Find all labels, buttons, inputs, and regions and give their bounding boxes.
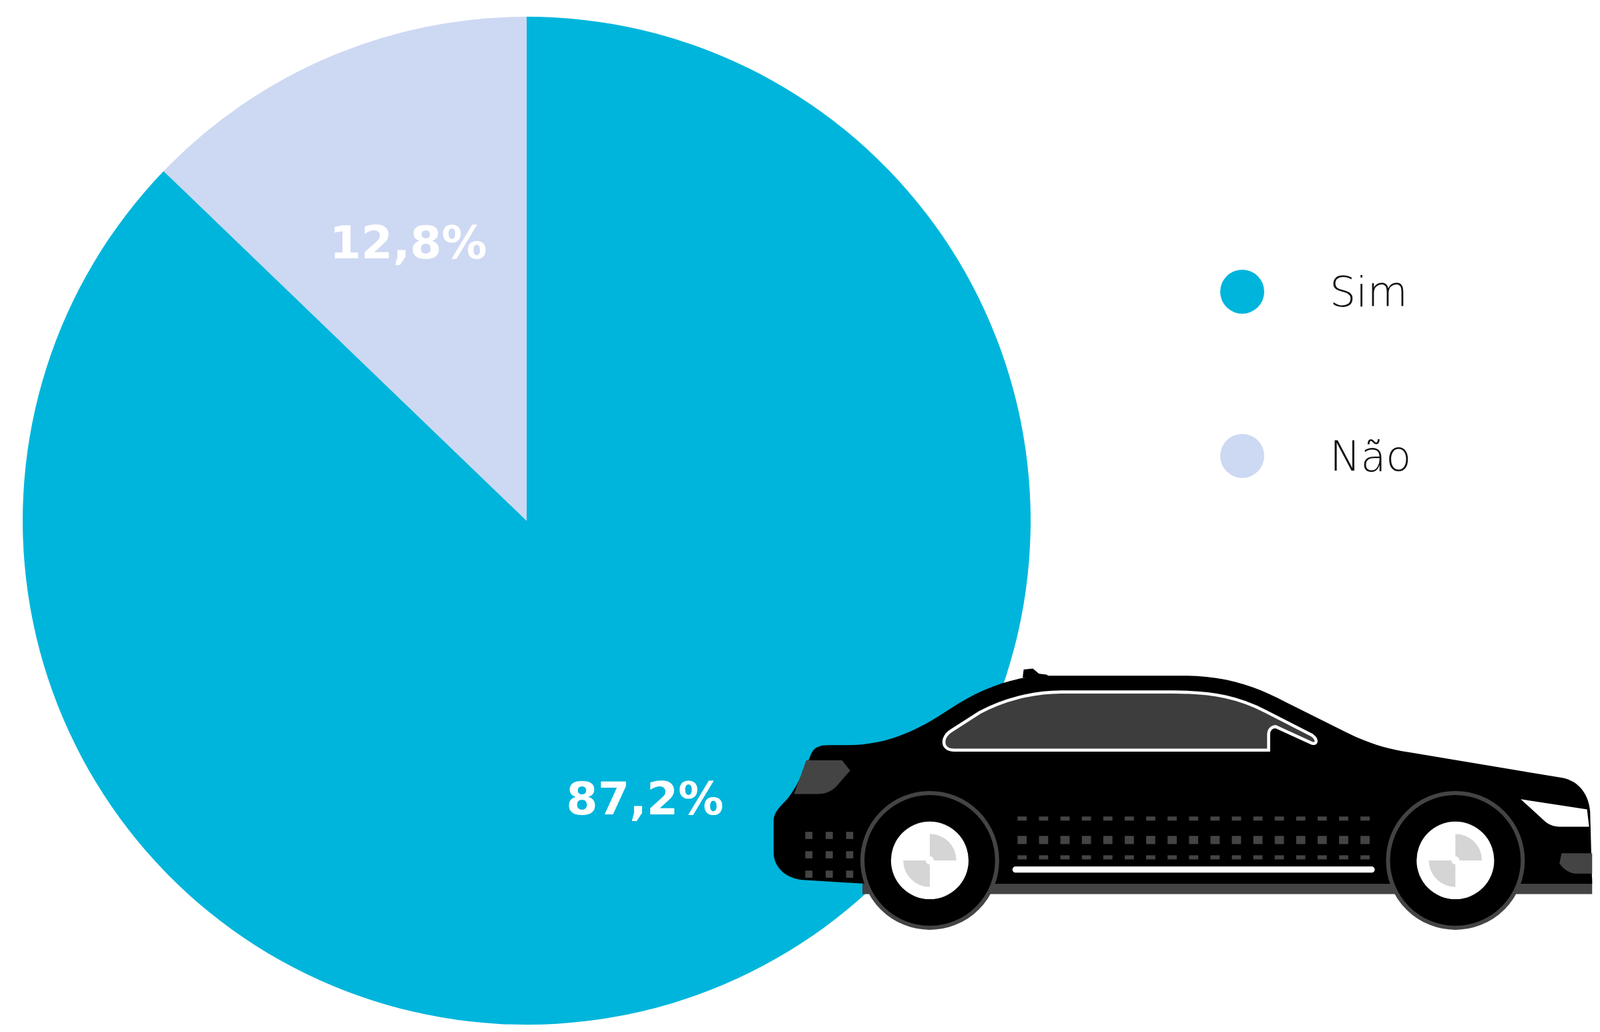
car-antenna [1022, 668, 1050, 678]
car-wheel [872, 803, 987, 918]
car-grille [1274, 855, 1285, 860]
car-grille [1296, 835, 1306, 844]
car-trim [1012, 866, 1376, 873]
car-grille [1060, 835, 1071, 844]
car-grille [1360, 816, 1370, 821]
car-grille [1210, 835, 1220, 844]
legend-swatch [1220, 269, 1265, 314]
car-grille [1167, 835, 1177, 844]
car-grille [1339, 816, 1349, 821]
car-rim [891, 821, 969, 900]
car-grille [825, 831, 834, 840]
car-grille [1274, 835, 1285, 844]
car-grille [1124, 835, 1135, 844]
pie-slice [22, 16, 1031, 1025]
car-grille [1339, 835, 1349, 844]
car-grille [1296, 855, 1306, 860]
car-grille [1167, 816, 1177, 821]
car-grille [1146, 816, 1156, 821]
legend-label: Não [1329, 431, 1412, 481]
car-grille [1232, 816, 1242, 821]
car-grille [1082, 816, 1092, 821]
pie [22, 16, 1031, 1025]
car-grille [805, 870, 813, 878]
car-grille [1103, 816, 1113, 821]
car-wheel-arch [1387, 792, 1523, 928]
car-grille [825, 851, 834, 859]
car-grille [1103, 835, 1113, 844]
legend-swatch [1220, 433, 1265, 478]
car-grille [846, 851, 854, 859]
car-grille [1082, 855, 1092, 860]
car-grille [1232, 835, 1242, 844]
car-grille [1339, 855, 1349, 860]
car-grille [1317, 855, 1327, 860]
car-grille [1253, 816, 1263, 821]
car-grille [1253, 855, 1263, 860]
car-grille [1124, 855, 1135, 860]
legend: Sim Não [1220, 267, 1412, 481]
data-label: 87,2% [566, 772, 724, 826]
car-window [943, 692, 1317, 751]
car-grille [805, 851, 813, 859]
car-grille [1017, 835, 1027, 844]
car-grille [1103, 855, 1113, 860]
car-grille [1210, 855, 1220, 860]
legend-label: Sim [1329, 267, 1408, 317]
chart-root: 87,2% 12,8% Sim Não [0, 0, 1600, 1032]
car-grille [1317, 816, 1327, 821]
data-labels: 87,2% 12,8% [329, 216, 725, 826]
car-grille [1296, 816, 1306, 821]
car-hubcap [903, 860, 930, 888]
car-grille [1124, 816, 1135, 821]
car-grille [1360, 855, 1370, 860]
car-grille [1017, 855, 1027, 860]
car-rim [1416, 821, 1494, 900]
pie-slice [163, 16, 527, 521]
car-grille [1039, 816, 1049, 821]
car-grille [846, 870, 854, 878]
car-grille [1146, 835, 1156, 844]
car-grille [1017, 816, 1027, 821]
car-grille [1232, 855, 1242, 860]
car-grille [1253, 835, 1263, 844]
car-grille [805, 831, 813, 840]
car-reflector [1559, 853, 1592, 874]
car-hubcap [1429, 860, 1456, 888]
car-icon [773, 668, 1592, 928]
car-grille [1146, 855, 1156, 860]
car-grille [1039, 855, 1049, 860]
car-hubcap [929, 833, 957, 861]
car-grille [1060, 855, 1071, 860]
car-grille [1188, 835, 1199, 844]
car-grille [1188, 816, 1199, 821]
car-grille [1188, 855, 1199, 860]
car-grille [1039, 835, 1049, 844]
car-grille [1210, 816, 1220, 821]
car-grille [1167, 855, 1177, 860]
car-hubcap [1455, 833, 1482, 861]
car-grille [1274, 816, 1285, 821]
car-grille [1317, 835, 1327, 844]
data-label: 12,8% [329, 216, 488, 270]
car-grille [825, 870, 834, 878]
car-grille [1360, 835, 1370, 844]
car-wheel [1398, 803, 1513, 918]
car-headlight [794, 760, 851, 794]
car-grille [1082, 835, 1092, 844]
car-wheel-arch [862, 792, 998, 928]
car-grille [1060, 816, 1071, 821]
car-taillight [1520, 798, 1589, 827]
car-grille [846, 831, 854, 840]
